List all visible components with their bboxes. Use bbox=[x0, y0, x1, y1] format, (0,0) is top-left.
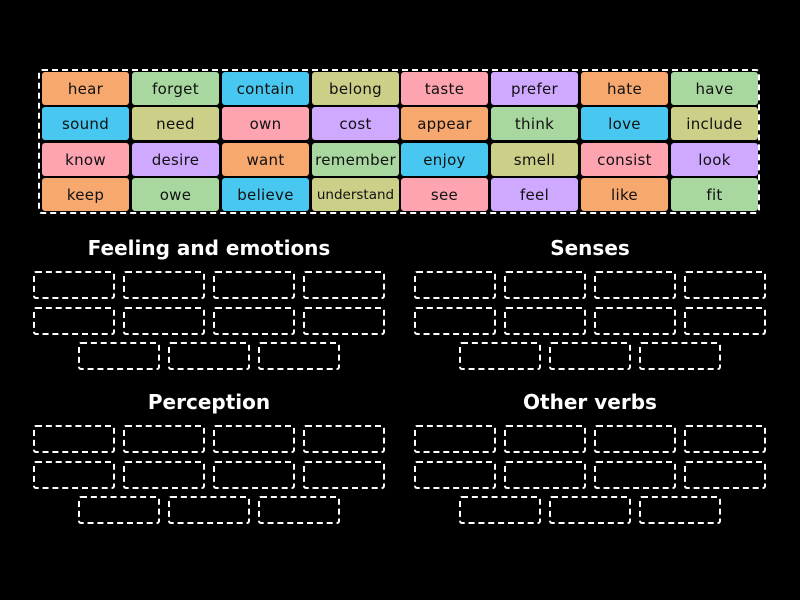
word-bank bbox=[38, 69, 760, 214]
word-tile-owe[interactable]: owe bbox=[132, 178, 219, 211]
word-tile-prefer[interactable]: prefer bbox=[491, 72, 578, 105]
drop-slot-other-verbs-8[interactable] bbox=[684, 460, 766, 489]
word-tile-cost[interactable]: cost bbox=[312, 107, 399, 140]
drop-slot-senses-1[interactable] bbox=[414, 271, 496, 299]
group-title-senses: Senses bbox=[550, 236, 630, 260]
word-tile-smell[interactable]: smell bbox=[491, 143, 578, 176]
group-title-perception: Perception bbox=[147, 390, 271, 414]
drop-slot-senses-2[interactable] bbox=[504, 271, 586, 299]
drop-slot-other-verbs-3[interactable] bbox=[594, 425, 676, 453]
word-tile-want[interactable]: want bbox=[222, 143, 309, 176]
drop-slot-other-verbs-11[interactable] bbox=[639, 496, 721, 524]
drop-slot-perception-2[interactable] bbox=[123, 425, 205, 453]
word-tile-love[interactable]: love bbox=[581, 107, 668, 140]
word-tile-see[interactable]: see bbox=[401, 178, 488, 211]
drop-slot-senses-4[interactable] bbox=[684, 271, 766, 299]
word-tile-contain[interactable]: contain bbox=[222, 72, 309, 105]
drop-slot-other-verbs-5[interactable] bbox=[414, 460, 496, 489]
word-tile-keep[interactable]: keep bbox=[42, 178, 129, 211]
drop-slot-other-verbs-9[interactable] bbox=[459, 496, 541, 524]
word-tile-appear[interactable]: appear bbox=[401, 107, 488, 140]
word-tile-belong[interactable]: belong bbox=[312, 72, 399, 105]
word-tile-need[interactable]: need bbox=[132, 107, 219, 140]
drop-slot-perception-10[interactable] bbox=[168, 496, 250, 524]
drop-slot-feeling-emotions-10[interactable] bbox=[168, 342, 250, 370]
word-tile-look[interactable]: look bbox=[671, 143, 758, 176]
drop-slot-senses-3[interactable] bbox=[594, 271, 676, 299]
drop-slot-other-verbs-7[interactable] bbox=[594, 460, 676, 489]
drop-slot-feeling-emotions-9[interactable] bbox=[78, 342, 160, 370]
drop-slot-perception-5[interactable] bbox=[33, 460, 115, 489]
drop-slot-other-verbs-10[interactable] bbox=[549, 496, 631, 524]
drop-slot-perception-9[interactable] bbox=[78, 496, 160, 524]
drop-slot-other-verbs-4[interactable] bbox=[684, 425, 766, 453]
drop-slot-other-verbs-1[interactable] bbox=[414, 425, 496, 453]
word-tile-forget[interactable]: forget bbox=[132, 72, 219, 105]
word-tile-like[interactable]: like bbox=[581, 178, 668, 211]
drop-slot-senses-10[interactable] bbox=[549, 342, 631, 370]
drop-slot-feeling-emotions-11[interactable] bbox=[258, 342, 340, 370]
drop-slot-feeling-emotions-7[interactable] bbox=[213, 306, 295, 335]
drop-slot-perception-4[interactable] bbox=[303, 425, 385, 453]
word-tile-know[interactable]: know bbox=[42, 143, 129, 176]
drop-slot-perception-1[interactable] bbox=[33, 425, 115, 453]
drop-slot-perception-3[interactable] bbox=[213, 425, 295, 453]
drop-slot-perception-7[interactable] bbox=[213, 460, 295, 489]
drop-slot-senses-9[interactable] bbox=[459, 342, 541, 370]
word-tile-fit[interactable]: fit bbox=[671, 178, 758, 211]
word-tile-desire[interactable]: desire bbox=[132, 143, 219, 176]
word-tile-understand[interactable]: understand bbox=[312, 178, 399, 211]
drop-slot-senses-6[interactable] bbox=[504, 306, 586, 335]
word-tile-enjoy[interactable]: enjoy bbox=[401, 143, 488, 176]
group-title-feeling-emotions: Feeling and emotions bbox=[87, 236, 331, 260]
group-title-other-verbs: Other verbs bbox=[523, 390, 657, 414]
drop-slot-feeling-emotions-6[interactable] bbox=[123, 306, 205, 335]
drop-slot-feeling-emotions-8[interactable] bbox=[303, 306, 385, 335]
drop-slot-feeling-emotions-5[interactable] bbox=[33, 306, 115, 335]
word-tile-have[interactable]: have bbox=[671, 72, 758, 105]
drop-slot-senses-5[interactable] bbox=[414, 306, 496, 335]
word-tile-sound[interactable]: sound bbox=[42, 107, 129, 140]
drop-slot-feeling-emotions-1[interactable] bbox=[33, 271, 115, 299]
drop-slot-feeling-emotions-4[interactable] bbox=[303, 271, 385, 299]
drop-slot-perception-11[interactable] bbox=[258, 496, 340, 524]
drop-slot-other-verbs-6[interactable] bbox=[504, 460, 586, 489]
word-tile-own[interactable]: own bbox=[222, 107, 309, 140]
word-tile-hate[interactable]: hate bbox=[581, 72, 668, 105]
word-tile-hear[interactable]: hear bbox=[42, 72, 129, 105]
drop-slot-perception-8[interactable] bbox=[303, 460, 385, 489]
drop-slot-other-verbs-2[interactable] bbox=[504, 425, 586, 453]
word-tile-feel[interactable]: feel bbox=[491, 178, 578, 211]
word-tile-think[interactable]: think bbox=[491, 107, 578, 140]
word-tile-consist[interactable]: consist bbox=[581, 143, 668, 176]
word-tile-taste[interactable]: taste bbox=[401, 72, 488, 105]
drop-slot-feeling-emotions-3[interactable] bbox=[213, 271, 295, 299]
word-tile-include[interactable]: include bbox=[671, 107, 758, 140]
drop-slot-senses-7[interactable] bbox=[594, 306, 676, 335]
drop-slot-feeling-emotions-2[interactable] bbox=[123, 271, 205, 299]
drop-slot-perception-6[interactable] bbox=[123, 460, 205, 489]
word-tile-remember[interactable]: remember bbox=[312, 143, 399, 176]
drop-slot-senses-11[interactable] bbox=[639, 342, 721, 370]
drop-slot-senses-8[interactable] bbox=[684, 306, 766, 335]
word-tile-believe[interactable]: believe bbox=[222, 178, 309, 211]
